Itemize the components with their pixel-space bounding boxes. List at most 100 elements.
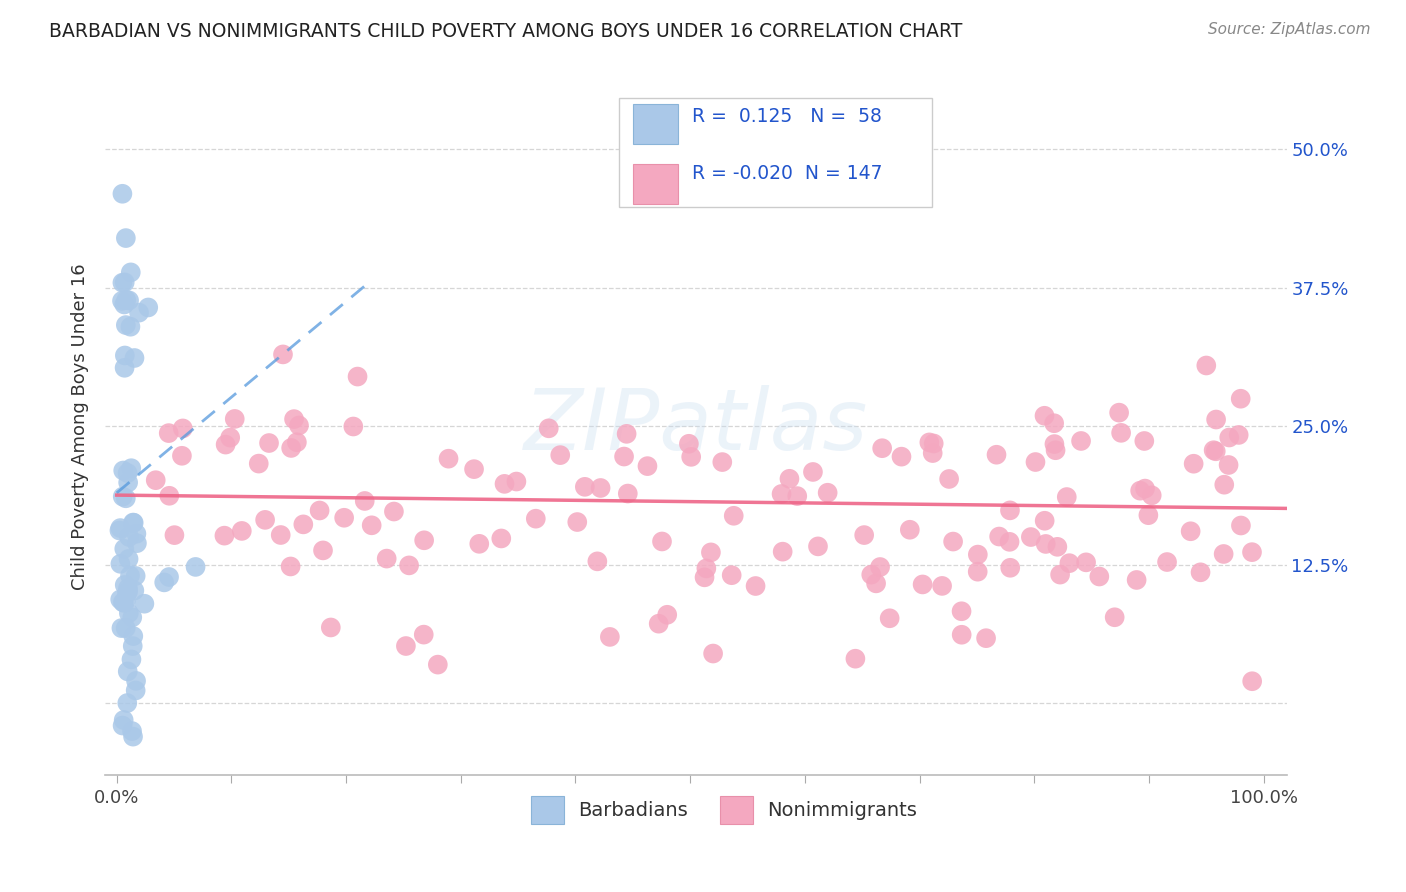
- Point: [288, 418, 311, 433]
- Point: [283, 412, 305, 426]
- Point: [1129, 483, 1152, 498]
- Point: [879, 611, 901, 625]
- Point: [124, 351, 146, 365]
- Point: [1056, 490, 1078, 504]
- Point: [1189, 566, 1212, 580]
- Point: [1049, 567, 1071, 582]
- Point: [1227, 428, 1250, 442]
- Point: [163, 528, 186, 542]
- Point: [112, 297, 135, 311]
- Point: [184, 560, 207, 574]
- Point: [292, 517, 315, 532]
- Point: [122, 629, 145, 643]
- Point: [271, 347, 294, 361]
- Point: [412, 627, 434, 641]
- Point: [395, 639, 418, 653]
- Point: [172, 421, 194, 435]
- Point: [110, 521, 132, 535]
- Point: [744, 579, 766, 593]
- Point: [617, 486, 640, 500]
- Point: [426, 657, 449, 672]
- Point: [153, 575, 176, 590]
- Point: [108, 524, 131, 538]
- Point: [1000, 561, 1022, 575]
- Point: [931, 579, 953, 593]
- Point: [117, 584, 139, 599]
- Point: [678, 436, 700, 450]
- Point: [524, 511, 547, 525]
- Point: [865, 576, 887, 591]
- Point: [537, 421, 560, 435]
- Point: [124, 583, 146, 598]
- Point: [1046, 540, 1069, 554]
- Point: [214, 437, 236, 451]
- Point: [214, 528, 236, 542]
- Point: [651, 534, 673, 549]
- Point: [117, 665, 139, 679]
- Point: [270, 528, 292, 542]
- Y-axis label: Child Poverty Among Boys Under 16: Child Poverty Among Boys Under 16: [72, 263, 89, 590]
- Point: [1043, 416, 1066, 430]
- Point: [375, 551, 398, 566]
- Point: [1229, 392, 1251, 406]
- Point: [700, 545, 723, 559]
- Point: [112, 463, 135, 477]
- Point: [319, 620, 342, 634]
- Point: [128, 305, 150, 319]
- Point: [124, 683, 146, 698]
- Point: [966, 565, 988, 579]
- Point: [1202, 443, 1225, 458]
- Point: [1074, 555, 1097, 569]
- Point: [1109, 425, 1132, 440]
- Text: Nonimmigrants: Nonimmigrants: [766, 801, 917, 820]
- Point: [938, 472, 960, 486]
- Point: [110, 621, 132, 635]
- Point: [114, 491, 136, 506]
- Point: [942, 534, 965, 549]
- Point: [616, 426, 638, 441]
- Point: [108, 592, 131, 607]
- Point: [111, 276, 134, 290]
- Point: [1088, 569, 1111, 583]
- Point: [112, 596, 135, 610]
- Point: [1043, 437, 1066, 451]
- Point: [586, 554, 609, 568]
- Point: [333, 510, 356, 524]
- Point: [723, 508, 745, 523]
- Point: [257, 436, 280, 450]
- Point: [860, 567, 883, 582]
- Point: [922, 436, 945, 450]
- Point: [134, 597, 156, 611]
- Point: [111, 595, 134, 609]
- Point: [124, 569, 146, 583]
- Point: [974, 631, 997, 645]
- Point: [468, 537, 491, 551]
- Point: [145, 473, 167, 487]
- FancyBboxPatch shape: [619, 98, 932, 207]
- Point: [986, 448, 1008, 462]
- Point: [117, 581, 139, 595]
- Point: [844, 651, 866, 665]
- Text: Source: ZipAtlas.com: Source: ZipAtlas.com: [1208, 22, 1371, 37]
- Point: [869, 560, 891, 574]
- Point: [890, 450, 912, 464]
- Point: [111, 490, 134, 504]
- Point: [898, 523, 921, 537]
- Point: [998, 503, 1021, 517]
- Point: [681, 450, 703, 464]
- Point: [711, 455, 734, 469]
- Bar: [530, 797, 564, 824]
- Point: [110, 557, 132, 571]
- Point: [114, 318, 136, 332]
- Point: [870, 441, 893, 455]
- Point: [231, 524, 253, 538]
- Point: [117, 696, 139, 710]
- Point: [1205, 444, 1227, 458]
- Point: [125, 526, 148, 541]
- Point: [988, 529, 1011, 543]
- Point: [1024, 455, 1046, 469]
- Point: [247, 457, 270, 471]
- Point: [111, 186, 134, 201]
- Point: [491, 532, 513, 546]
- Point: [121, 724, 143, 739]
